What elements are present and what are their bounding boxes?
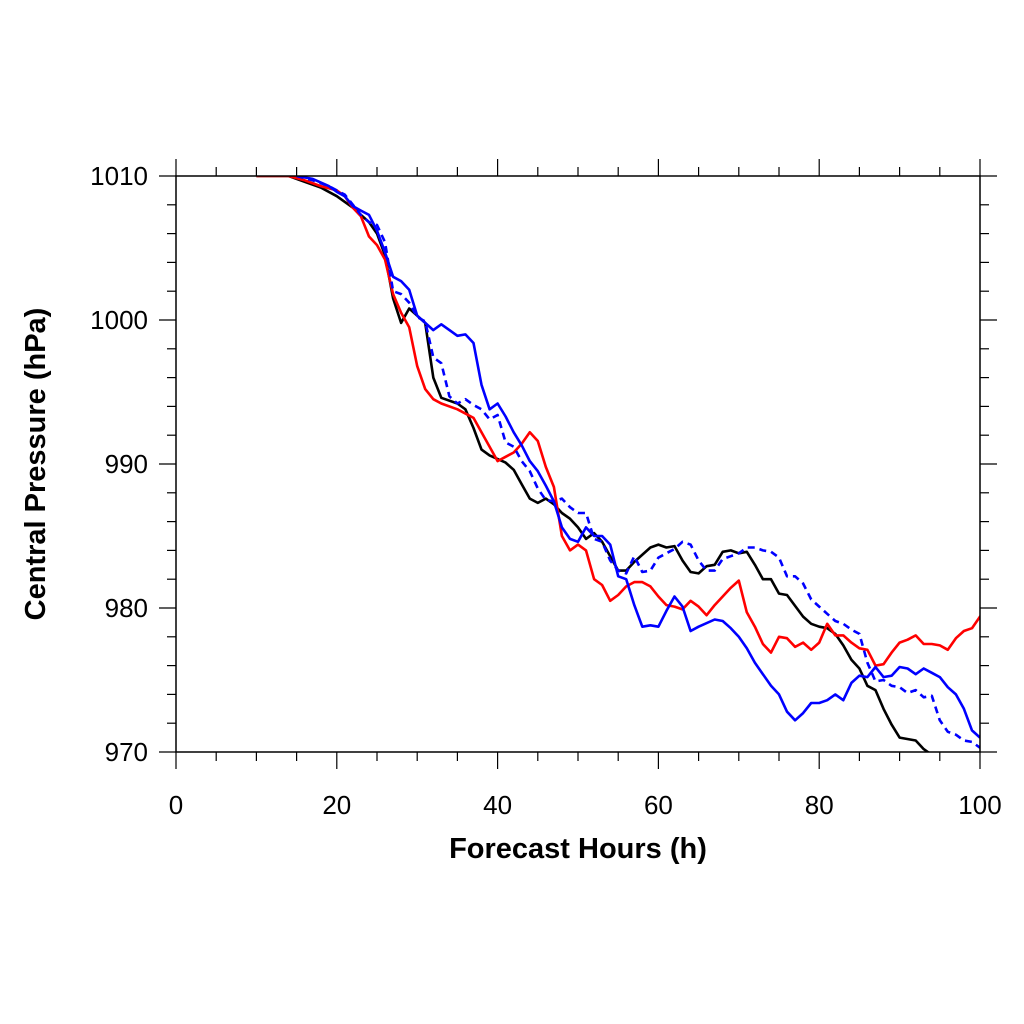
x-tick-label: 20 — [322, 790, 351, 820]
y-tick-label: 1010 — [90, 161, 148, 191]
plot-area — [256, 176, 980, 752]
x-tick-label: 60 — [644, 790, 673, 820]
y-tick-labels: 970 980 990 1000 1010 — [90, 161, 148, 767]
y-axis-title: Central Pressure (hPa) — [20, 308, 52, 621]
axis-ticks — [159, 159, 997, 769]
series-line-1 — [256, 176, 930, 752]
y-tick-label: 970 — [105, 737, 148, 767]
series-line-4 — [296, 176, 980, 749]
x-tick-label: 40 — [483, 790, 512, 820]
x-tick-label: 0 — [169, 790, 183, 820]
y-tick-label: 980 — [105, 593, 148, 623]
series-line-3 — [296, 176, 980, 739]
plot-frame — [175, 175, 981, 753]
y-tick-label: 1000 — [90, 305, 148, 335]
x-tick-labels: 0 20 40 60 80 100 — [169, 790, 1002, 820]
series-line-2 — [256, 176, 980, 667]
x-axis-title: Forecast Hours (h) — [449, 833, 707, 865]
series-layer — [256, 176, 980, 752]
x-tick-label: 100 — [958, 790, 1001, 820]
y-tick-label: 990 — [105, 449, 148, 479]
x-tick-label: 80 — [805, 790, 834, 820]
